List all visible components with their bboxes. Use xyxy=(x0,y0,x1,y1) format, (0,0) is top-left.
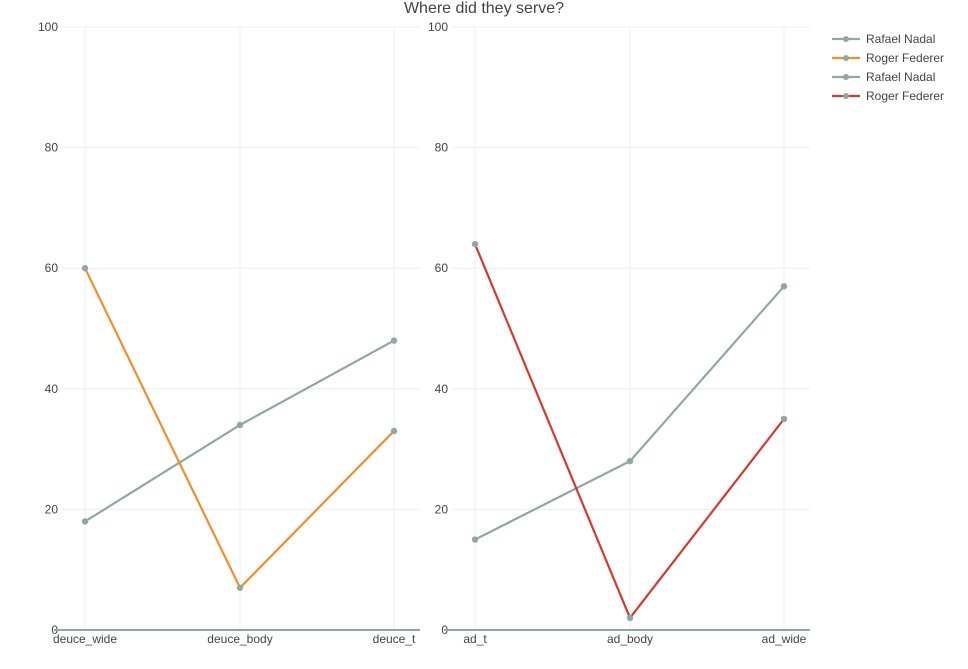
x-tick-label: deuce_t xyxy=(373,632,416,646)
x-tick-label: deuce_body xyxy=(207,632,272,646)
x-tick-label: ad_t xyxy=(463,632,487,646)
data-point[interactable] xyxy=(471,240,479,248)
legend-item-rafael-nadal[interactable]: Rafael Nadal xyxy=(832,70,935,84)
y-tick-label: 40 xyxy=(45,382,59,396)
y-tick-label: 60 xyxy=(45,261,59,275)
data-point[interactable] xyxy=(81,518,89,525)
data-point[interactable] xyxy=(780,415,788,423)
x-tick-label: ad_wide xyxy=(762,632,807,646)
y-tick-label: 60 xyxy=(435,261,449,275)
y-tick-label: 20 xyxy=(45,502,59,516)
legend-swatch-marker xyxy=(843,55,849,61)
y-tick-label: 100 xyxy=(428,20,448,34)
y-tick-label: 80 xyxy=(435,141,449,155)
data-point[interactable] xyxy=(471,536,479,543)
y-tick-label: 80 xyxy=(45,141,59,155)
y-tick-label: 40 xyxy=(435,382,449,396)
data-point[interactable] xyxy=(780,283,788,290)
y-tick-label: 20 xyxy=(435,502,449,516)
chart-title: Where did they serve? xyxy=(404,0,564,17)
legend-swatch-marker xyxy=(843,36,849,42)
chart-panels: 020406080100deuce_widedeuce_bodydeuce_t0… xyxy=(38,20,810,646)
y-tick-label: 100 xyxy=(38,20,58,34)
legend-label: Roger Federer xyxy=(866,51,944,65)
legend-label: Roger Federer xyxy=(866,89,944,103)
data-point[interactable] xyxy=(81,265,89,272)
data-point[interactable] xyxy=(626,614,634,622)
x-tick-label: deuce_wide xyxy=(53,632,117,646)
chart-legend[interactable]: Rafael Nadal Roger Federer Rafael Nadal Rog… xyxy=(832,32,944,103)
legend-item-roger-federer[interactable]: Roger Federer xyxy=(832,89,944,103)
data-point[interactable] xyxy=(626,457,634,465)
legend-item-roger-federer[interactable]: Roger Federer xyxy=(832,51,944,65)
data-point[interactable] xyxy=(236,421,244,429)
data-point[interactable] xyxy=(390,427,398,435)
x-tick-label: ad_body xyxy=(607,632,653,646)
legend-label: Rafael Nadal xyxy=(866,70,935,84)
legend-item-rafael-nadal[interactable]: Rafael Nadal xyxy=(832,32,935,46)
legend-swatch-marker xyxy=(843,74,849,80)
data-point[interactable] xyxy=(236,584,244,591)
legend-swatch-marker xyxy=(843,93,849,99)
data-point[interactable] xyxy=(390,337,398,344)
legend-label: Rafael Nadal xyxy=(866,32,935,46)
